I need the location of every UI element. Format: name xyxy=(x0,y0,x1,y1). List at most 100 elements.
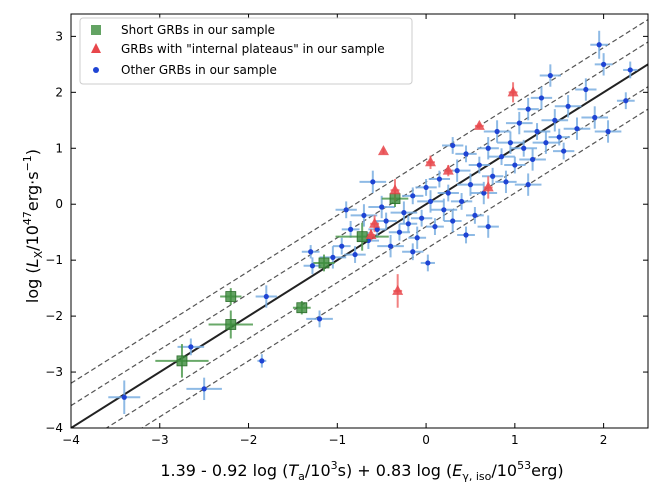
other-grb-point xyxy=(121,394,127,400)
plateau-grb-point xyxy=(365,228,377,239)
other-grb-point xyxy=(543,140,549,146)
other-grb-point xyxy=(476,162,482,168)
other-grb-point xyxy=(530,156,536,163)
x-tick-label-4: 0 xyxy=(422,433,430,447)
legend-square-marker xyxy=(91,25,101,35)
other-grb-point xyxy=(419,215,425,221)
other-grb-point xyxy=(410,249,416,255)
other-grb-point xyxy=(485,145,491,151)
short-grb-point xyxy=(225,319,237,330)
other-grb-point xyxy=(498,154,505,160)
other-grb-point xyxy=(596,42,602,48)
other-grb-point xyxy=(556,134,562,140)
other-grb-point xyxy=(472,212,478,219)
dashed-line-3 xyxy=(71,19,648,384)
x-tick-label-2: −2 xyxy=(240,433,258,447)
other-grb-point xyxy=(405,221,411,227)
other-grb-point xyxy=(512,162,518,168)
legend-label-other: Other GRBs in our sample xyxy=(121,63,277,77)
other-grb-point xyxy=(259,358,265,364)
y-tick-label-0: −4 xyxy=(45,421,63,435)
fit-line xyxy=(71,63,648,428)
y-tick-label-1: −3 xyxy=(45,365,63,379)
short-grb-point xyxy=(356,231,368,243)
other-grb-point xyxy=(425,260,431,266)
other-grb-point xyxy=(601,61,607,67)
x-tick-label-1: −3 xyxy=(151,433,169,447)
x-tick-label-5: 1 xyxy=(511,433,519,447)
dashed-line-2 xyxy=(71,41,648,407)
other-grb-point xyxy=(450,218,456,224)
other-grb-point xyxy=(445,190,451,196)
legend-label-short: Short GRBs in our sample xyxy=(121,23,275,37)
x-tick-label-3: −1 xyxy=(328,433,346,447)
other-grb-point xyxy=(538,95,545,101)
plateau-grb-point xyxy=(507,86,519,97)
other-grb-point xyxy=(361,212,367,219)
y-tick-label-5: 1 xyxy=(55,141,63,155)
other-grb-point xyxy=(343,207,349,213)
other-grb-point xyxy=(467,182,474,188)
other-grb-point xyxy=(188,344,194,350)
plot-frame xyxy=(70,13,649,429)
other-grb-point xyxy=(414,235,420,241)
y-tick-label-3: −1 xyxy=(45,253,63,267)
dashed-line-0 xyxy=(140,108,648,428)
other-grb-point xyxy=(507,140,514,146)
legend-triangle-marker xyxy=(91,43,101,53)
short-grb-point xyxy=(176,355,188,367)
other-grb-point xyxy=(387,243,394,249)
other-grb-point xyxy=(379,204,385,210)
plateau-grb-point xyxy=(389,184,401,195)
other-grb-point xyxy=(516,120,522,126)
other-grb-point xyxy=(583,86,589,93)
plateau-grb-point xyxy=(442,164,454,175)
other-grb-point xyxy=(348,226,354,232)
other-grb-point xyxy=(441,207,447,213)
other-grb-point xyxy=(374,226,380,232)
reference-lines xyxy=(71,19,648,428)
other-grb-point xyxy=(396,229,403,235)
other-grb-point xyxy=(552,117,558,123)
other-grb-point xyxy=(481,190,487,196)
other-grb-point xyxy=(503,179,509,185)
other-grb-point xyxy=(605,128,611,135)
other-grb-point xyxy=(309,263,316,269)
other-grb-point xyxy=(383,218,389,224)
plateau-grb-point xyxy=(369,217,381,228)
other-grb-point xyxy=(458,198,465,205)
other-grb-point xyxy=(547,72,553,79)
other-grb-point xyxy=(521,145,527,151)
other-grb-point xyxy=(201,386,207,392)
other-grb-point xyxy=(525,182,531,188)
other-grb-point xyxy=(330,254,336,260)
x-tick-label-0: −4 xyxy=(62,433,80,447)
other-grb-point xyxy=(316,316,323,322)
y-tick-label-2: −2 xyxy=(45,309,63,323)
x-tick-label-6: 2 xyxy=(600,433,608,447)
other-grb-point xyxy=(485,223,491,230)
data-points xyxy=(121,42,633,400)
other-grb-point xyxy=(427,198,434,205)
legend-label-plateau: GRBs with "internal plateaus" in our sam… xyxy=(121,42,385,56)
x-axis-label: 1.39 - 0.92 log (Ta/103s) + 0.83 log (Eγ… xyxy=(160,459,563,483)
legend: Short GRBs in our sample GRBs with "inte… xyxy=(79,17,413,85)
other-grb-point xyxy=(463,232,469,238)
plateau-grb-point xyxy=(482,181,494,192)
dashed-line-1 xyxy=(105,86,648,428)
y-tick-label-7: 3 xyxy=(55,29,63,43)
other-grb-point xyxy=(463,151,469,157)
other-grb-point xyxy=(490,173,496,179)
other-grb-point xyxy=(561,148,567,154)
short-grb-point xyxy=(389,193,401,205)
other-grb-point xyxy=(370,179,376,185)
other-grb-point xyxy=(401,210,407,216)
y-axis-label: log (LX/1047erg·s−1) xyxy=(21,149,45,303)
other-grb-point xyxy=(410,193,416,199)
other-grb-point xyxy=(534,128,540,135)
other-grb-point xyxy=(565,103,571,109)
other-grb-point xyxy=(525,106,531,112)
other-grb-point xyxy=(339,243,345,249)
other-grb-point xyxy=(436,176,442,182)
